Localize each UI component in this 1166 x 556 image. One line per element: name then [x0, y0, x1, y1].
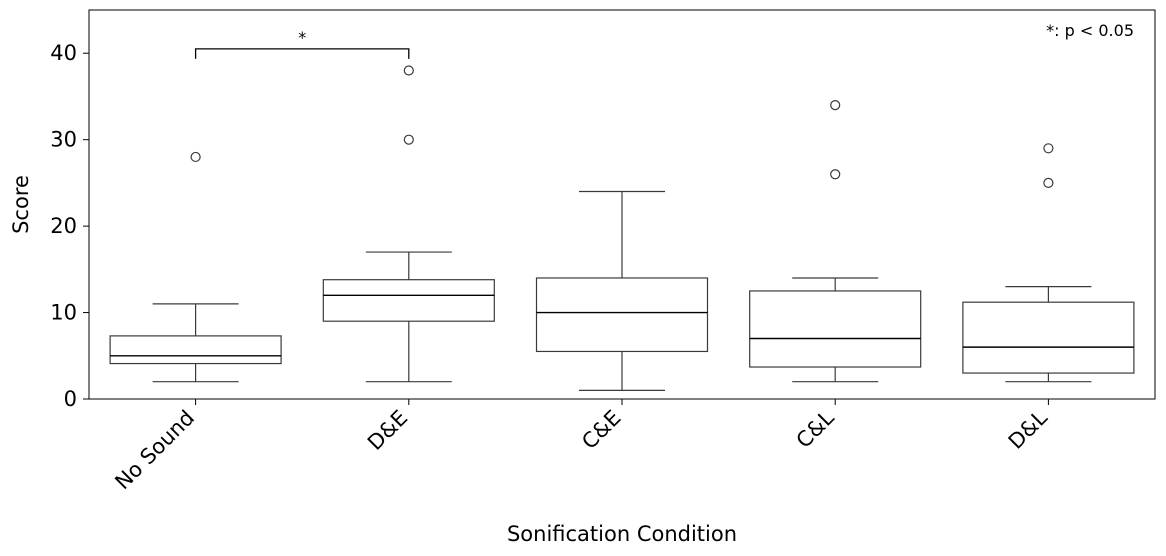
x-axis: No Sound D&E C&E C&L D&L: [110, 399, 1052, 494]
y-tick-label: 10: [50, 301, 77, 325]
y-tick-label: 40: [50, 41, 77, 65]
y-tick-label: 20: [50, 214, 77, 238]
outlier-point: [190, 151, 201, 163]
box-iqr: [109, 335, 282, 365]
x-tick-label: D&L: [1004, 405, 1052, 453]
outlier-point: [830, 99, 841, 111]
x-axis-title: Sonification Condition: [507, 522, 737, 546]
x-tick-label: C&L: [792, 405, 839, 452]
outlier-point: [403, 134, 414, 145]
outlier-point: [1043, 177, 1054, 188]
box-iqr: [962, 301, 1135, 374]
outlier-point: [403, 65, 414, 76]
outlier-point: [1043, 143, 1054, 154]
x-tick-label: C&E: [577, 406, 625, 454]
significance-bracket: [194, 48, 410, 59]
y-axis-title: Score: [9, 175, 33, 234]
box-iqr: [322, 279, 495, 322]
boxes-layer: [109, 65, 1135, 391]
outlier-point: [830, 169, 841, 180]
y-axis: 0 10 20 30 40: [50, 41, 89, 411]
significance-note: *: p < 0.05: [1046, 21, 1134, 40]
significance-layer: *: [194, 28, 410, 59]
box-group: [109, 151, 282, 383]
x-tick-label: No Sound: [110, 406, 199, 495]
box-group: [962, 143, 1135, 383]
y-tick-label: 30: [50, 128, 77, 152]
box-group: [749, 99, 922, 383]
box-iqr: [535, 277, 709, 353]
box-group: [322, 65, 495, 383]
box-group: [535, 190, 709, 391]
y-tick-label: 0: [64, 387, 77, 411]
box-iqr: [749, 290, 922, 368]
x-tick-label: D&E: [363, 406, 412, 455]
significance-star: *: [298, 28, 306, 47]
